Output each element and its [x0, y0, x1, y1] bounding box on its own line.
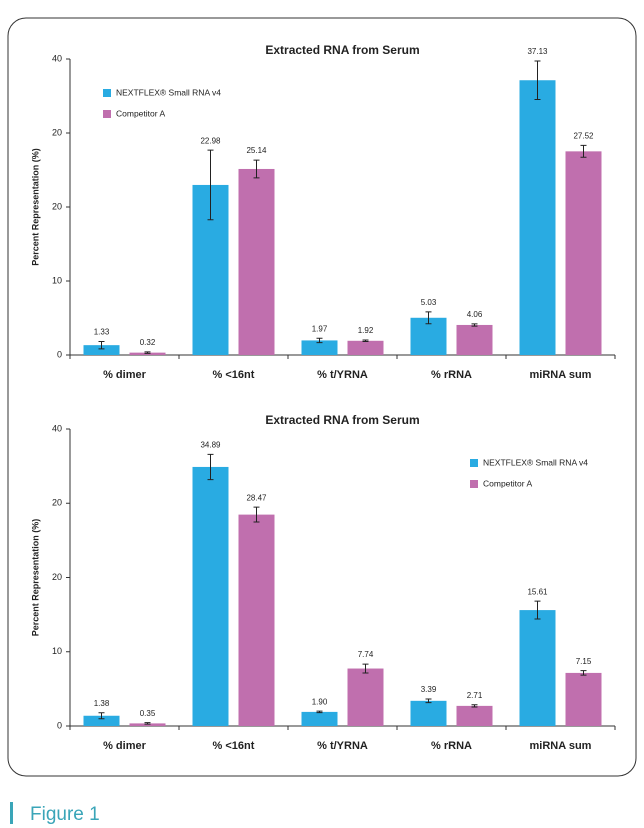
error-bar [362, 663, 369, 674]
bar [301, 340, 338, 355]
error-bar [207, 453, 214, 481]
x-tick-label: miRNA sum [530, 369, 592, 381]
error-bar [316, 710, 323, 714]
y-tick-label: 0 [57, 349, 62, 359]
bar [83, 345, 120, 355]
y-tick-label: 40 [52, 53, 62, 63]
value-label: 27.52 [573, 132, 594, 141]
value-label: 1.38 [94, 699, 110, 708]
legend-swatch [470, 459, 478, 467]
legend-label: Competitor A [483, 478, 532, 488]
bar [83, 715, 120, 726]
error-bar [471, 323, 478, 327]
y-tick-label: 20 [52, 572, 62, 582]
bar [347, 340, 384, 355]
error-bar [253, 506, 260, 523]
value-label: 1.90 [312, 697, 328, 706]
bar [456, 705, 493, 726]
bar [519, 80, 556, 355]
bar [192, 466, 229, 726]
value-label: 28.47 [246, 493, 267, 502]
legend-swatch [103, 89, 111, 97]
value-label: 0.32 [140, 338, 156, 347]
error-bar [98, 340, 105, 350]
bar [565, 672, 602, 726]
x-tick-label: miRNA sum [530, 740, 592, 752]
legend-label: Competitor A [116, 108, 165, 118]
value-label: 34.89 [200, 440, 221, 449]
error-bar [253, 159, 260, 179]
error-bar [144, 722, 151, 725]
bar [519, 610, 556, 726]
value-label: 1.33 [94, 328, 110, 337]
value-label: 0.35 [140, 709, 156, 718]
error-bar [534, 60, 541, 100]
legend-swatch [103, 110, 111, 118]
x-tick-label: % dimer [103, 740, 147, 752]
error-bar [580, 670, 587, 676]
y-axis-label: Percent Representation (%) [30, 148, 40, 266]
error-bar [534, 600, 541, 620]
chart-title: Extracted RNA from Serum [265, 413, 419, 427]
error-bar [144, 351, 151, 354]
error-bar [98, 712, 105, 720]
x-tick-label: % rRNA [431, 740, 472, 752]
error-bar [471, 704, 478, 708]
value-label: 3.39 [421, 685, 437, 694]
x-tick-label: % <16nt [213, 369, 255, 381]
value-label: 2.71 [467, 691, 483, 700]
caption: Figure 1 [30, 804, 100, 825]
bar [347, 668, 384, 726]
value-label: 5.03 [421, 298, 437, 307]
x-tick-label: % rRNA [431, 369, 472, 381]
x-tick-label: % dimer [103, 369, 147, 381]
value-label: 4.06 [467, 310, 483, 319]
legend-label: NEXTFLEX® Small RNA v4 [116, 87, 221, 97]
chart-title: Extracted RNA from Serum [265, 43, 419, 57]
x-tick-label: % <16nt [213, 740, 255, 752]
value-label: 25.14 [246, 146, 267, 155]
value-label: 1.92 [358, 326, 374, 335]
error-bar [425, 311, 432, 325]
bar [129, 723, 166, 726]
y-tick-label: 0 [57, 720, 62, 730]
y-tick-label: 40 [52, 423, 62, 433]
bar [565, 151, 602, 355]
bar [456, 324, 493, 355]
y-axis-label: Percent Representation (%) [30, 519, 40, 637]
y-tick-label: 10 [52, 275, 62, 285]
error-bar [207, 149, 214, 221]
value-label: 7.74 [358, 650, 374, 659]
x-tick-label: % t/YRNA [317, 369, 368, 381]
y-tick-label: 10 [52, 646, 62, 656]
value-label: 22.98 [200, 136, 221, 145]
y-tick-label: 20 [52, 498, 62, 508]
value-label: 15.61 [527, 587, 548, 596]
y-tick-label: 20 [52, 201, 62, 211]
bar [238, 168, 275, 355]
caption-bar [10, 802, 13, 824]
bar [410, 700, 447, 726]
error-bar [580, 144, 587, 158]
x-tick-label: % t/YRNA [317, 740, 368, 752]
frame [7, 17, 637, 777]
legend-swatch [470, 480, 478, 488]
value-label: 37.13 [527, 47, 548, 56]
legend-label: NEXTFLEX® Small RNA v4 [483, 457, 588, 467]
error-bar [316, 337, 323, 344]
bar [238, 514, 275, 726]
error-bar [425, 698, 432, 704]
bar [301, 711, 338, 726]
error-bar [362, 339, 369, 343]
y-tick-label: 20 [52, 127, 62, 137]
value-label: 7.15 [576, 657, 592, 666]
value-label: 1.97 [312, 324, 328, 333]
